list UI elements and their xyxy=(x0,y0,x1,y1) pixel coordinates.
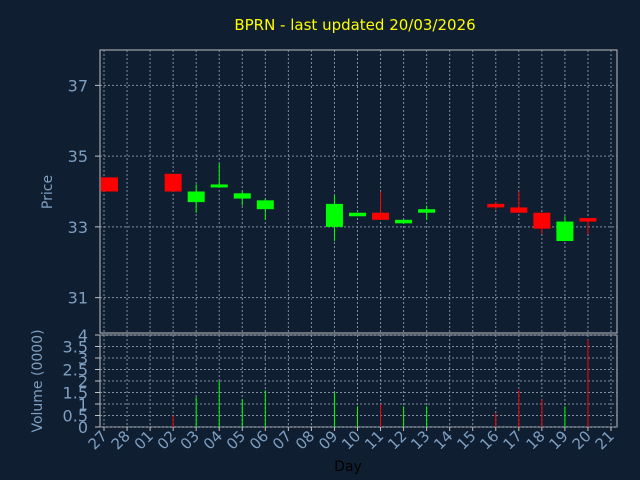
candle-body xyxy=(210,184,228,188)
x-axis-label: Day xyxy=(334,459,362,475)
candle-body xyxy=(579,218,597,222)
candle-body xyxy=(187,191,205,203)
candle-body xyxy=(233,193,251,199)
chart-title: BPRN - last updated 20/03/2026 xyxy=(234,16,475,34)
price-y-axis-label: Price xyxy=(40,175,56,209)
volume-y-axis-label: Volume (0000) xyxy=(30,329,46,432)
x-axis-ticks: 2728010203040506070809101112131415161718… xyxy=(85,427,618,453)
volume-y-tick-label: 3 xyxy=(78,349,88,368)
volume-y-ticks: 00.511.522.533.54 xyxy=(63,326,100,437)
candle-body xyxy=(556,221,574,242)
candles xyxy=(101,163,597,242)
volume-y-tick-label: 2 xyxy=(78,372,88,391)
volume-grid xyxy=(100,334,617,428)
candle-body xyxy=(395,219,413,224)
candle-body xyxy=(533,212,551,229)
volume-panel: 00.511.522.533.54 Volume (0000) xyxy=(30,326,618,437)
price-y-tick-label: 37 xyxy=(68,76,88,95)
candle-body xyxy=(164,173,182,192)
price-y-ticks: 31 33 35 37 xyxy=(68,76,100,308)
volume-y-tick-label: 4 xyxy=(78,326,88,345)
candle-body xyxy=(256,200,274,210)
candle-body xyxy=(101,177,118,192)
price-y-tick-label: 33 xyxy=(68,218,88,237)
candle-body xyxy=(487,203,505,208)
price-panel-frame xyxy=(99,49,618,334)
volume-y-tick-label: 1.5 xyxy=(63,384,88,403)
candle-body xyxy=(418,209,436,213)
candle-body xyxy=(372,212,390,220)
volume-bars xyxy=(172,339,589,427)
volume-y-tick-label: 2.5 xyxy=(63,361,88,380)
price-panel: 31 33 35 37 Price xyxy=(40,49,618,334)
volume-y-tick-label: 3.5 xyxy=(63,338,88,357)
price-y-tick-label: 31 xyxy=(68,289,88,308)
x-tick-label: 21 xyxy=(592,427,618,453)
volume-y-tick-label: 0.5 xyxy=(63,407,88,426)
candle-body xyxy=(349,212,366,217)
volume-y-tick-label: 1 xyxy=(78,395,88,414)
candle-body xyxy=(510,207,528,213)
volume-y-tick-label: 0 xyxy=(78,418,88,437)
price-y-tick-label: 35 xyxy=(68,147,88,166)
candle-body xyxy=(325,203,343,227)
